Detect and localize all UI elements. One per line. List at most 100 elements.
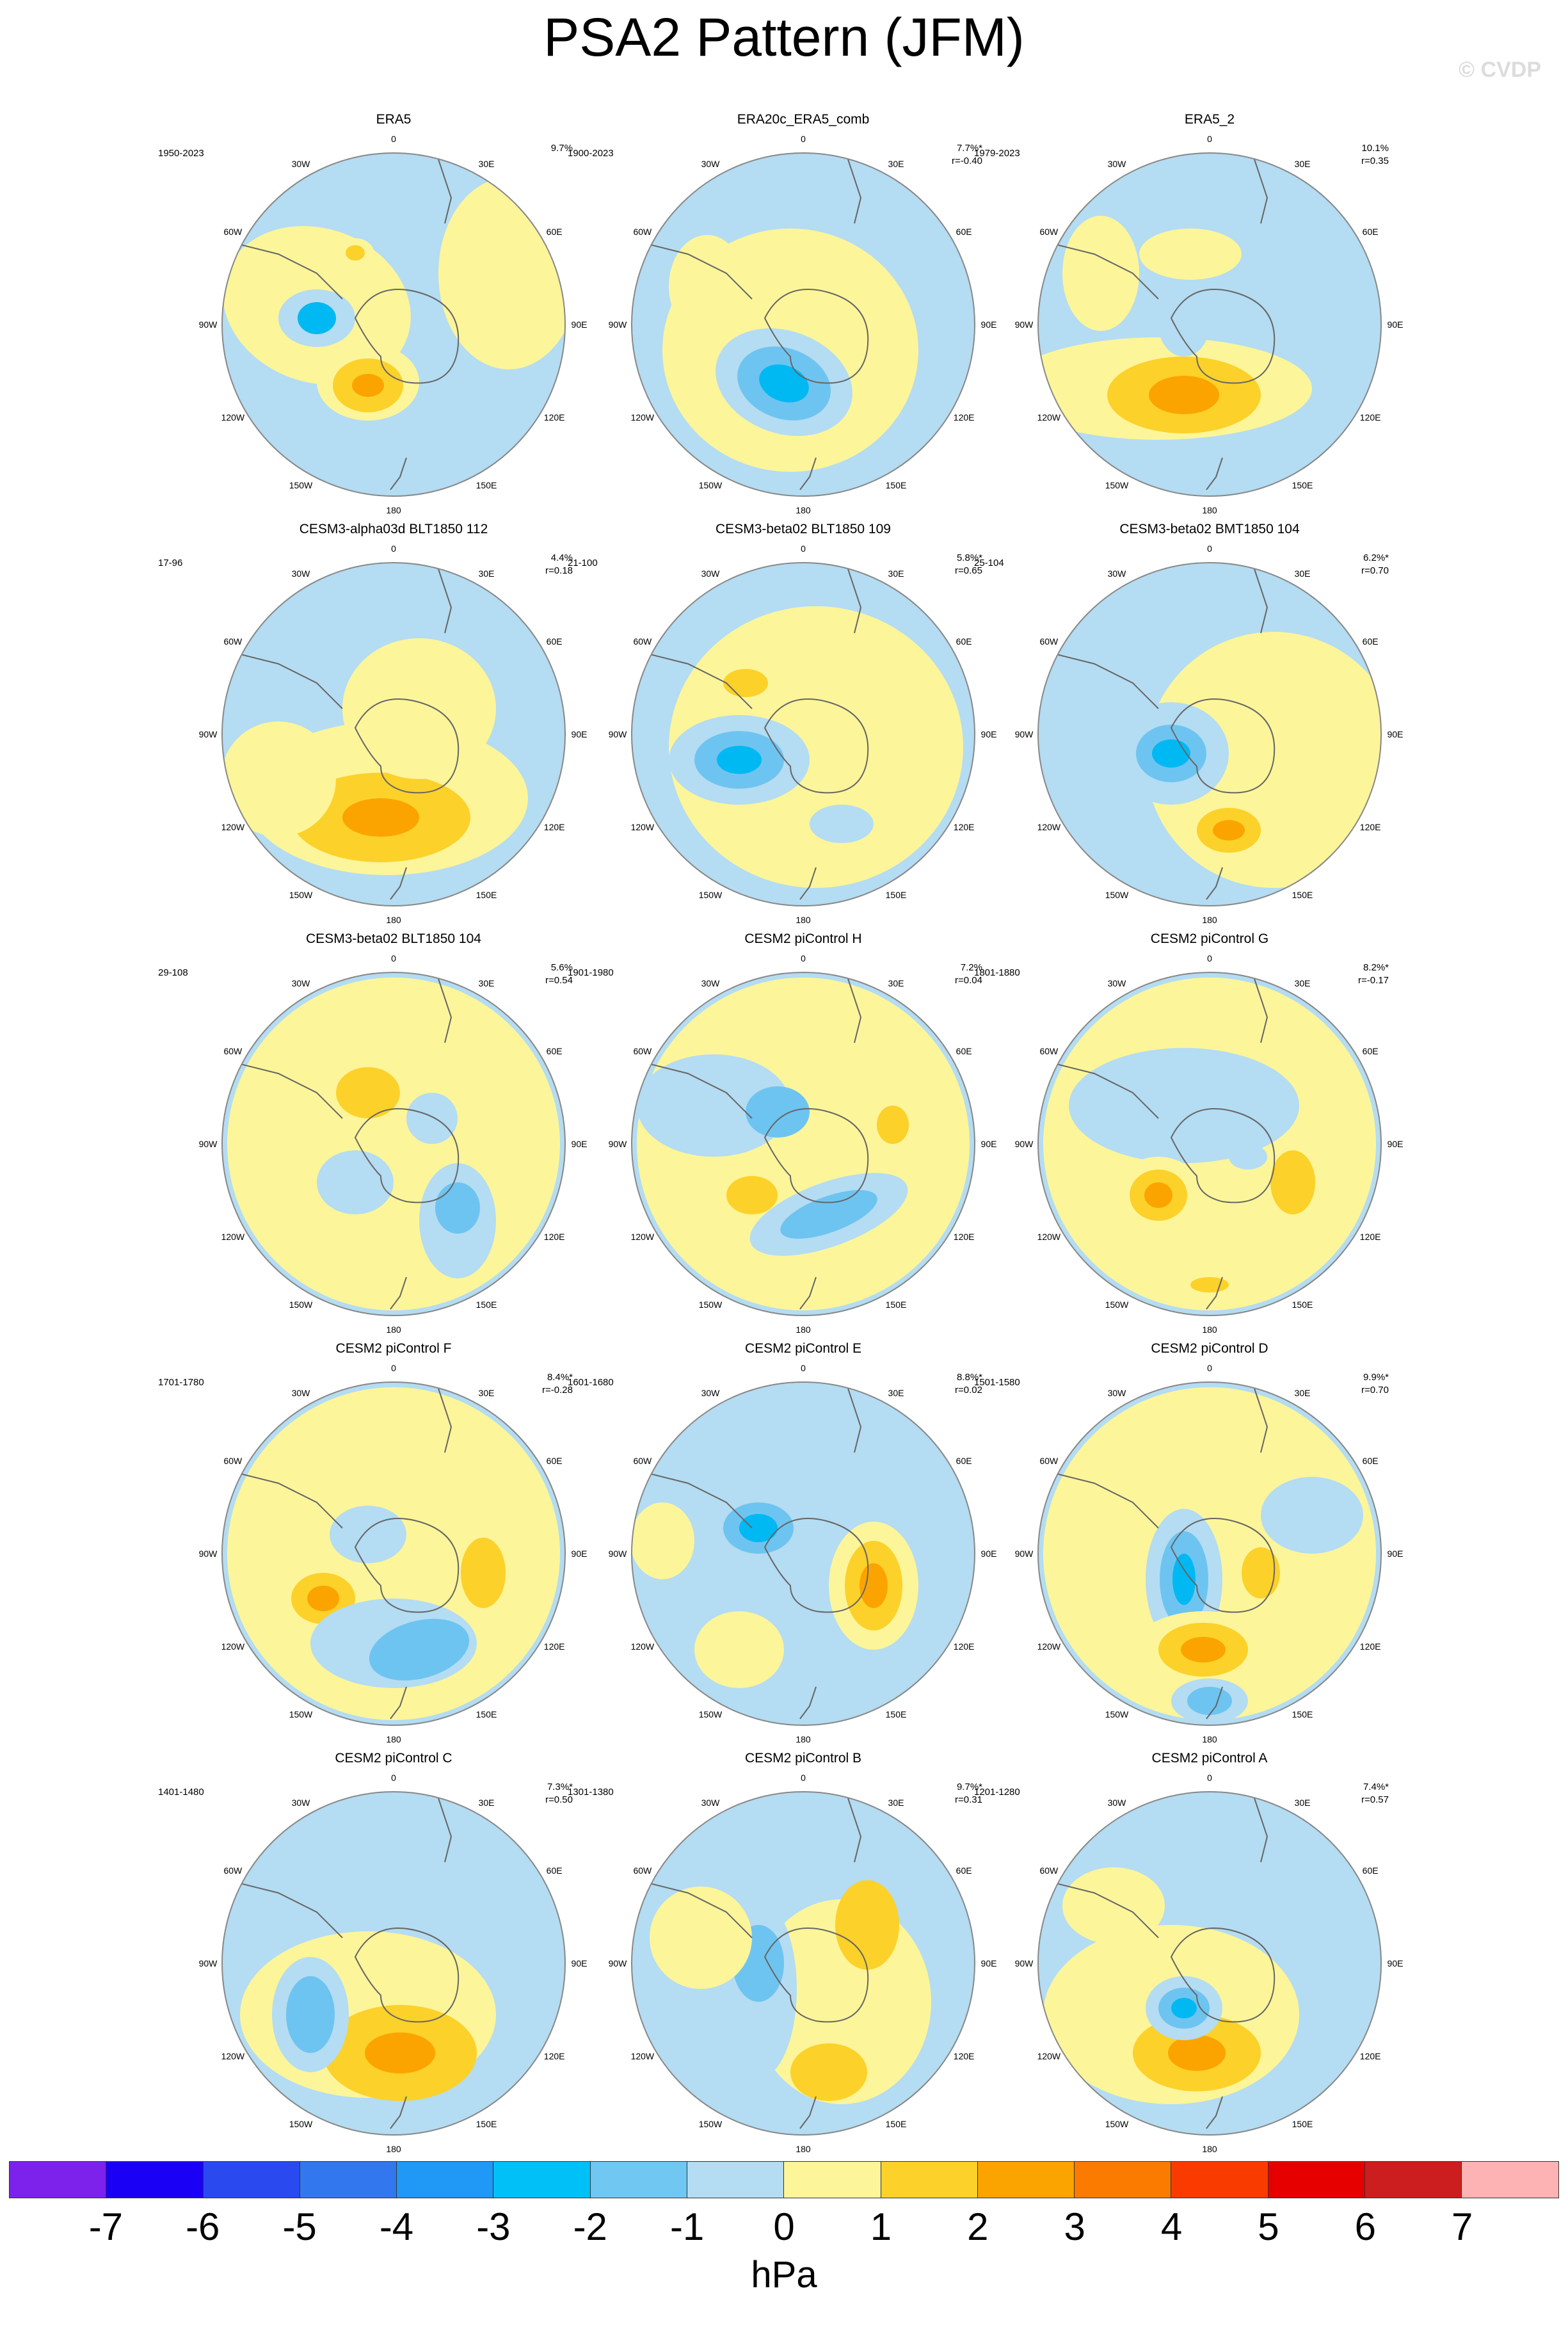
- longitude-label: 90E: [981, 729, 997, 739]
- panel-variance-percent: 7.4%*: [1363, 1782, 1389, 1792]
- map-panel: CESM3-alpha03d BLT1850 112 17-96 4.4% r=0.1…: [138, 522, 650, 931]
- new-zealand-coastline: [1206, 457, 1223, 490]
- colorbar-tick-label: -4: [379, 2205, 414, 2248]
- map-panel-grid: ERA5 1950-2023 9.7% 0 30E 60E 90E 120E 150E 180 15…: [138, 112, 1403, 2154]
- map-boundary: [631, 562, 975, 906]
- panel-years: 1801-1880: [974, 967, 1020, 978]
- panel-variance-percent: 5.8%*: [956, 552, 982, 563]
- longitude-label: 120W: [631, 1232, 655, 1242]
- longitude-label: 30E: [479, 978, 495, 988]
- new-zealand-coastline: [1206, 1686, 1223, 1719]
- longitude-label: 120E: [1360, 1641, 1381, 1652]
- africa-coastline: [1254, 1388, 1268, 1453]
- new-zealand-coastline: [1206, 1276, 1223, 1310]
- africa-coastline: [438, 1798, 452, 1863]
- anomaly-contour: [780, 1190, 877, 1239]
- anomaly-contour: [222, 721, 336, 837]
- longitude-label: 180: [796, 2144, 811, 2154]
- longitude-label: 0: [391, 1363, 396, 1373]
- colorbar-swatch: [589, 2161, 688, 2198]
- anomaly-contour: [1149, 376, 1219, 414]
- panel-years: 1950-2023: [158, 148, 204, 159]
- longitude-label: 30E: [888, 159, 904, 169]
- longitude-label: 120E: [1360, 822, 1381, 832]
- new-zealand-coastline: [390, 1686, 407, 1719]
- longitude-label: 0: [801, 134, 806, 144]
- colorbar-unit-label: hPa: [751, 2254, 817, 2296]
- longitude-label: 150E: [1292, 2119, 1313, 2129]
- panel-years: 29-108: [158, 967, 188, 978]
- antarctica-coastline: [354, 698, 460, 794]
- longitude-label: 120W: [1037, 412, 1061, 423]
- new-zealand-coastline: [799, 2096, 817, 2129]
- anomaly-contour: [723, 669, 768, 697]
- new-zealand-coastline: [799, 457, 817, 490]
- colorbar-tick-label: -3: [476, 2205, 511, 2248]
- south-america-coastline: [636, 1470, 753, 1529]
- longitude-label: 60E: [547, 227, 563, 237]
- panel-variance-percent: 5.6%: [550, 962, 573, 973]
- south-america-coastline: [636, 650, 753, 709]
- new-zealand-coastline: [1206, 867, 1223, 900]
- antarctica-coastline: [764, 698, 869, 794]
- longitude-label: 60W: [223, 1456, 243, 1466]
- panel-variance-percent: 7.2%: [960, 962, 982, 973]
- anomaly-contour: [1242, 1547, 1280, 1598]
- longitude-label: 90E: [981, 1549, 997, 1559]
- longitude-label: 90E: [572, 1549, 588, 1559]
- longitude-label: 150W: [699, 2119, 723, 2129]
- longitude-label: 120E: [544, 2051, 565, 2061]
- longitude-label: 60E: [547, 1456, 563, 1466]
- new-zealand-coastline: [799, 867, 817, 900]
- longitude-label: 180: [1202, 915, 1217, 925]
- anomaly-contour: [365, 2032, 435, 2073]
- panel-variance-percent: 9.9%*: [1363, 1372, 1389, 1383]
- africa-coastline: [438, 1388, 452, 1453]
- map-boundary: [631, 1791, 975, 2136]
- map-boundary: [631, 972, 975, 1316]
- anomaly-contour: [1171, 1998, 1197, 2018]
- south-america-coastline: [636, 1060, 753, 1119]
- antarctica-coastline: [764, 1518, 869, 1613]
- colorbar-tick-label: 5: [1258, 2205, 1279, 2248]
- anomaly-contour: [877, 1106, 909, 1144]
- longitude-label: 60W: [223, 1865, 243, 1876]
- colorbar-swatch: [396, 2161, 494, 2198]
- africa-coastline: [1254, 568, 1268, 634]
- south-america-coastline: [227, 1060, 343, 1119]
- longitude-label: 90W: [609, 319, 628, 330]
- panel-years: 1900-2023: [568, 148, 614, 159]
- longitude-label: 60E: [956, 1046, 972, 1056]
- panel-variance-percent: 7.7%*: [956, 143, 982, 154]
- polar-map: 0 30E 60E 90E 120E 150E 180 150W 120W 90W 60W 30W: [199, 543, 588, 925]
- longitude-label: 0: [801, 1363, 806, 1373]
- longitude-label: 60W: [1039, 1456, 1059, 1466]
- longitude-label: 60E: [1363, 1456, 1379, 1466]
- antarctica-coastline: [764, 1928, 869, 2023]
- longitude-label: 90E: [572, 1958, 588, 1968]
- longitude-label: 30W: [701, 978, 721, 988]
- africa-coastline: [1254, 159, 1268, 224]
- panel-variance-percent: 6.2%*: [1363, 552, 1389, 563]
- colorbar-swatch: [9, 2161, 107, 2198]
- antarctica-coastline: [1170, 1108, 1276, 1203]
- longitude-label: 90W: [1015, 319, 1034, 330]
- longitude-label: 180: [386, 505, 401, 515]
- longitude-label: 150W: [289, 1709, 313, 1719]
- longitude-label: 30W: [1108, 1388, 1127, 1398]
- anomaly-contour: [1139, 229, 1242, 280]
- longitude-label: 150W: [289, 480, 313, 490]
- panel-correlation: r=-0.40: [952, 156, 982, 166]
- longitude-label: 150W: [1105, 2119, 1129, 2129]
- anomaly-contour: [1172, 1554, 1196, 1605]
- anomaly-contour: [694, 1611, 784, 1688]
- watermark: © CVDP: [1459, 58, 1541, 82]
- anomaly-contour: [286, 1976, 335, 2053]
- longitude-label: 90W: [609, 1549, 628, 1559]
- longitude-label: 30W: [1108, 568, 1127, 579]
- longitude-label: 60W: [223, 636, 243, 647]
- longitude-label: 150E: [1292, 1709, 1313, 1719]
- anomaly-contour: [1190, 1277, 1229, 1292]
- anomaly-contour: [1144, 1182, 1172, 1208]
- anomaly-contour: [650, 1887, 752, 1989]
